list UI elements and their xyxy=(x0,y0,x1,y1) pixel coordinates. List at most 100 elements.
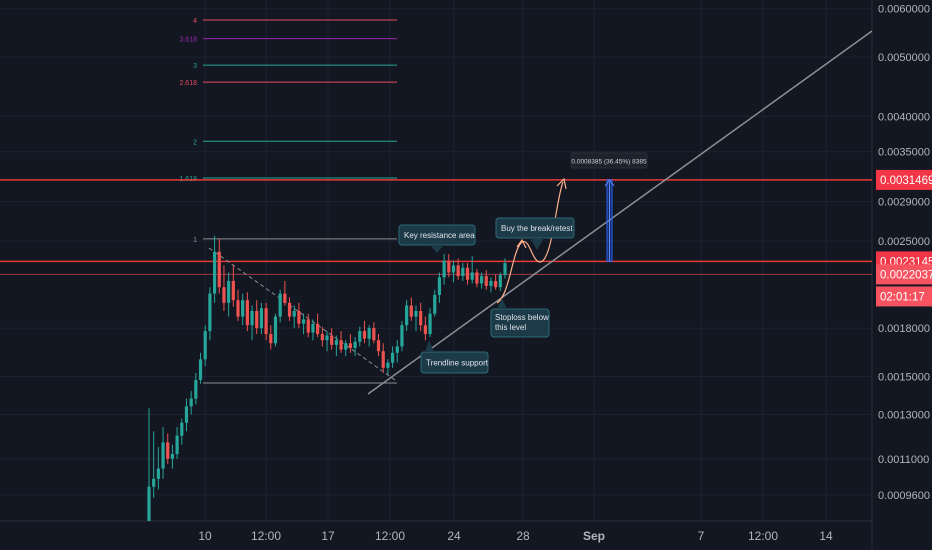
time-tick-label: 14 xyxy=(819,529,833,543)
price-label-badge[interactable]: 02:01:17 xyxy=(876,286,932,307)
candle-body xyxy=(264,308,268,335)
candle xyxy=(217,238,221,294)
candle xyxy=(198,352,203,384)
candle xyxy=(273,313,278,347)
candle-body xyxy=(503,263,507,275)
projection-label: 0.0008385 (36.45%) 8385 xyxy=(571,159,647,166)
candle xyxy=(362,320,367,344)
candle-body xyxy=(348,343,353,349)
price-label-text: 0.0022037 xyxy=(880,269,932,281)
price-tick-label: 0.0050000 xyxy=(878,52,930,64)
price-axis[interactable]: 0.0060000 0.0050000 0.0040000 0.0035000 0.00… xyxy=(876,4,932,502)
candle xyxy=(250,305,254,341)
candle xyxy=(194,372,198,405)
candle-body xyxy=(437,277,442,295)
candle-body xyxy=(334,340,338,345)
annotation-callout[interactable]: Key resistance area xyxy=(398,224,476,253)
candle xyxy=(503,258,507,279)
candle xyxy=(241,293,245,326)
candle xyxy=(236,289,240,321)
candle xyxy=(147,408,151,521)
candle-body xyxy=(442,260,446,278)
candle xyxy=(306,313,310,338)
candle xyxy=(419,302,423,332)
candle-body xyxy=(489,280,493,286)
price-label-badge[interactable]: 0.0031469 xyxy=(876,169,932,190)
time-tick-label: 24 xyxy=(447,529,461,543)
candle-body xyxy=(180,422,184,436)
candle xyxy=(222,265,226,311)
trendline-descending[interactable] xyxy=(208,247,396,381)
fib-level-label: 2 xyxy=(193,139,197,146)
price-tick-label: 0.0015000 xyxy=(878,371,930,383)
candle-body xyxy=(287,302,292,317)
time-tick-label: 17 xyxy=(321,529,335,543)
price-projection[interactable]: 0.0008385 (36.45%) 8385 xyxy=(496,152,648,304)
candle xyxy=(175,426,179,459)
candle xyxy=(264,302,268,341)
callout-pointer xyxy=(430,245,444,253)
fib-level-label: 2.618 xyxy=(179,80,197,87)
candle-body xyxy=(175,435,179,454)
candle-body xyxy=(306,319,310,333)
price-tick-label: 0.0018000 xyxy=(878,323,930,335)
candle xyxy=(184,398,189,432)
price-tick-label: 0.0040000 xyxy=(878,111,930,123)
callout-text: Trendline support xyxy=(426,359,489,368)
candle-body xyxy=(194,380,198,399)
price-label-text: 02:01:17 xyxy=(880,291,925,303)
candle-body xyxy=(203,331,207,360)
price-label-badge[interactable]: 0.0022037 xyxy=(876,264,932,285)
callout-text: Key resistance area xyxy=(404,231,475,240)
candle xyxy=(414,305,418,332)
candle xyxy=(339,331,343,353)
candle-body xyxy=(301,319,306,324)
candle xyxy=(212,235,217,303)
candle xyxy=(287,297,292,321)
candle xyxy=(367,325,371,347)
candle xyxy=(381,343,385,373)
candle-body xyxy=(189,398,193,407)
candle xyxy=(456,258,460,280)
candle xyxy=(227,272,231,317)
candle xyxy=(358,326,362,347)
annotation-callout[interactable]: Buy the break/retest xyxy=(495,217,575,250)
candle xyxy=(203,325,207,367)
candle-body xyxy=(217,251,221,288)
candle-body xyxy=(339,340,343,350)
candle-body xyxy=(423,325,427,335)
annotation-callout[interactable]: Trendline support xyxy=(420,340,489,374)
callout-pointer xyxy=(425,340,434,352)
candle-body xyxy=(381,351,385,368)
candle-body xyxy=(376,340,381,352)
candle xyxy=(156,446,160,490)
candle xyxy=(484,270,488,290)
candle xyxy=(208,287,212,341)
candle xyxy=(395,340,399,363)
candle xyxy=(231,265,235,307)
candle-body xyxy=(297,310,301,324)
candle-body xyxy=(419,310,423,326)
candle-body xyxy=(208,293,212,332)
candle xyxy=(316,313,320,338)
time-tick-label: Sep xyxy=(583,529,605,543)
candle-body xyxy=(428,313,432,335)
trendlines[interactable] xyxy=(208,30,873,395)
time-axis[interactable]: 10 12:00 17 12:00 24 28 Sep 7 12:00 14 xyxy=(198,529,833,543)
fib-level-label: 3.618 xyxy=(179,37,197,44)
candle-body xyxy=(456,265,460,277)
grid xyxy=(0,0,872,521)
candle-body xyxy=(433,294,437,314)
annotation-callout[interactable]: Stoploss below this level xyxy=(490,298,550,338)
candle xyxy=(283,280,287,306)
annotations[interactable]: Key resistance area Buy the break/retest S… xyxy=(398,217,575,374)
trendline-support[interactable] xyxy=(367,30,873,395)
candle xyxy=(255,300,259,335)
candle xyxy=(479,272,484,289)
candle-body xyxy=(484,276,488,286)
callout-text: Stoploss below this level xyxy=(495,313,549,332)
horizontal-levels[interactable] xyxy=(0,179,872,275)
price-tick-label: 0.0029000 xyxy=(878,197,930,209)
